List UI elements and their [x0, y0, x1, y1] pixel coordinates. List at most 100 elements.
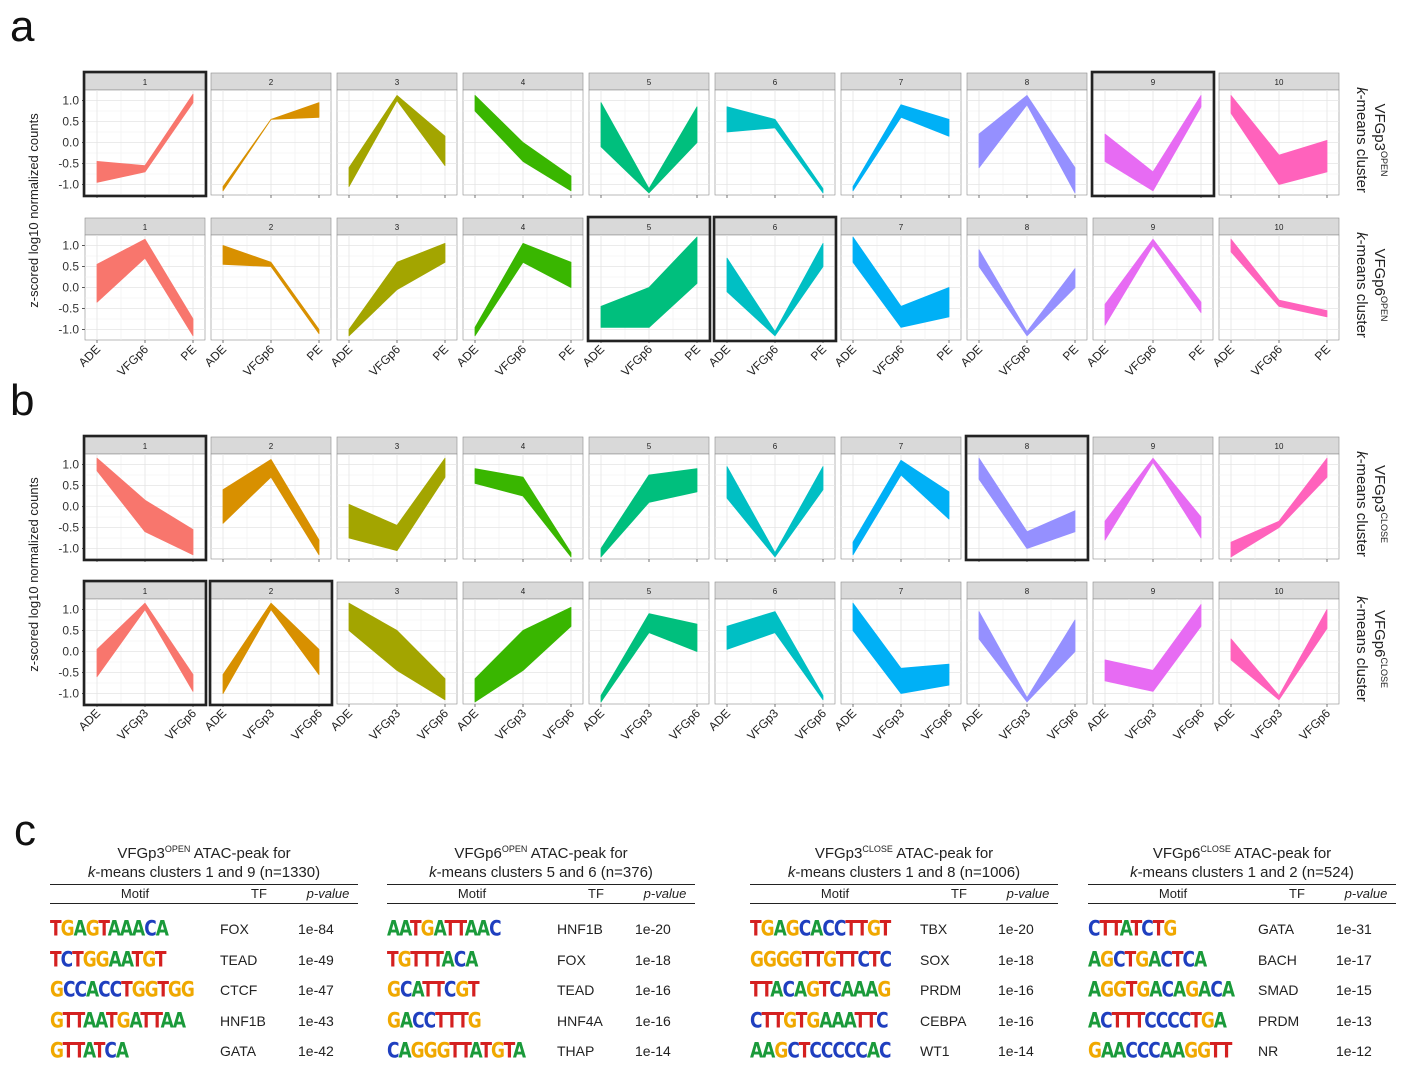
highlight-box	[82, 70, 208, 198]
table-title: VFGp6CLOSE ATAC-peak for	[1152, 844, 1332, 862]
facet-strip-label: 3	[395, 78, 400, 87]
x-tick-label: VFGp3	[492, 706, 529, 743]
motif-logo: AGCTGACTCA	[1088, 947, 1207, 973]
facet-10: 10 ADE VFGp3 VFGp6	[1210, 581, 1340, 743]
facet-8: 8	[966, 72, 1088, 198]
facet-strip-label: 7	[899, 587, 904, 596]
tf-name: TEAD	[220, 951, 258, 968]
facet-10: 10	[1218, 436, 1340, 562]
p-value: 1e-17	[1336, 951, 1372, 968]
table-row: CTTGTGAAATTC CEBPA 1e-16	[750, 1006, 1058, 1037]
cluster-band	[474, 607, 572, 703]
facet-strip-label: 5	[647, 587, 652, 596]
facet-1: 1	[82, 70, 208, 198]
motif-logo: GCCACCTGGTGG	[50, 977, 195, 1003]
motif-table-4: VFGp6CLOSE ATAC-peak for k-means clusters…	[1088, 840, 1396, 1067]
motif-table-3: VFGp3CLOSE ATAC-peak for k-means clusters…	[750, 840, 1058, 1067]
x-tick-label: VFGp3	[996, 706, 1033, 743]
cluster-band	[348, 602, 446, 701]
facet-7: 7 ADE VFGp3 VFGp6	[832, 581, 962, 743]
facet-4: 4	[462, 72, 584, 198]
facet-5: 5	[588, 436, 710, 562]
cluster-band	[222, 245, 320, 335]
facet-10: 10	[1218, 72, 1340, 198]
facet-strip-label: 2	[269, 78, 274, 87]
motif-logo: CTTGTGAAATTC	[750, 1008, 889, 1034]
cluster-band	[1230, 95, 1328, 185]
facet-strip-label: 6	[773, 587, 778, 596]
highlight-box	[712, 215, 838, 343]
table-row: TTACAGTCAAAG PRDM 1e-16	[750, 975, 1058, 1006]
y-tick-label: 0.5	[62, 115, 79, 129]
facet-2: 2	[210, 72, 332, 198]
y-tick-label: 0.5	[62, 624, 79, 638]
table-header: Motif TF p-value	[50, 885, 358, 903]
cluster-band	[600, 468, 698, 558]
y-tick-label: -1.0	[58, 178, 79, 192]
y-tick-label: 1.0	[62, 239, 79, 253]
facet-4: 4	[462, 436, 584, 562]
facet-strip-label: 2	[269, 223, 274, 232]
x-tick-label: VFGp6	[1044, 706, 1081, 743]
p-value: 1e-18	[635, 951, 671, 968]
cluster-band	[1230, 609, 1328, 701]
facet-strip-label: 7	[899, 78, 904, 87]
p-value: 1e-31	[1336, 921, 1372, 938]
facet-1: 1 ADE VFGp6 PE	[76, 217, 206, 379]
header-tf: TF	[588, 886, 604, 901]
table-row: GCCACCTGGTGG CTCF 1e-47	[50, 975, 358, 1006]
facet-strip-label: 4	[521, 223, 526, 232]
p-value: 1e-18	[998, 951, 1034, 968]
p-value: 1e-84	[298, 921, 334, 938]
p-value: 1e-16	[998, 982, 1034, 999]
header-pvalue: p-value	[1344, 886, 1388, 901]
motif-logo: GTTAATGATTAA	[50, 1008, 186, 1034]
cluster-band	[348, 457, 446, 551]
motif-logo: GACCTTTG	[387, 1008, 482, 1034]
x-tick-label: PE	[1312, 342, 1333, 363]
motif-logo: AATGATTAAC	[387, 916, 502, 942]
table-row: TGAGTAAACA FOX 1e-84	[50, 914, 358, 945]
table-subtitle: k-means clusters 1 and 2 (n=524)	[1130, 864, 1354, 881]
motif-logo: TGAGTAAACA	[50, 916, 169, 942]
x-tick-label: VFGp3	[870, 706, 907, 743]
x-tick-label: PE	[1186, 342, 1207, 363]
facet-strip-label: 8	[1025, 442, 1030, 451]
table-row: TGTTTACA FOX 1e-18	[387, 945, 695, 976]
x-tick-label: VFGp3	[1248, 706, 1285, 743]
motif-logo: AAGCTCCCCCAC	[750, 1038, 892, 1064]
facet-8: 8 ADE VFGp6 PE	[958, 217, 1088, 379]
x-tick-label: VFGp3	[1122, 706, 1159, 743]
table-row: CAGGGTTATGTA THAP 1e-14	[387, 1036, 695, 1067]
x-tick-label: ADE	[76, 706, 103, 733]
y-tick-label: -1.0	[58, 542, 79, 556]
tf-name: TEAD	[557, 982, 595, 999]
x-tick-label: ADE	[580, 342, 607, 369]
motif-logo: GCATTCGT	[387, 977, 480, 1003]
x-tick-label: ADE	[706, 706, 733, 733]
row-strip-line2: k-means cluster	[1353, 451, 1370, 557]
facet-8: 8 ADE VFGp3 VFGp6	[958, 581, 1088, 743]
facet-9: 9 ADE VFGp6 PE	[1084, 217, 1214, 379]
x-tick-label: VFGp6	[114, 342, 151, 379]
cluster-band	[1230, 238, 1328, 318]
highlight-box	[82, 579, 208, 707]
motif-logo: GGGGTTGTTCTC	[750, 947, 892, 973]
cluster-band	[96, 93, 194, 183]
panel-letter-a: a	[10, 2, 35, 51]
x-tick-label: ADE	[328, 342, 355, 369]
cluster-band	[978, 611, 1076, 703]
cluster-band	[1104, 604, 1202, 692]
x-tick-label: VFGp6	[1170, 706, 1207, 743]
x-tick-label: VFGp3	[240, 706, 277, 743]
x-tick-label: ADE	[580, 706, 607, 733]
highlight-box	[82, 434, 208, 562]
p-value: 1e-12	[1336, 1043, 1372, 1060]
facet-strip-label: 2	[269, 442, 274, 451]
header-tf: TF	[1289, 886, 1305, 901]
facet-3: 3 ADE VFGp6 PE	[328, 217, 458, 379]
cluster-band	[600, 102, 698, 194]
motif-table-1: VFGp3OPEN ATAC-peak for k-means clusters …	[50, 840, 358, 1067]
table-subtitle: k-means clusters 5 and 6 (n=376)	[429, 864, 653, 881]
